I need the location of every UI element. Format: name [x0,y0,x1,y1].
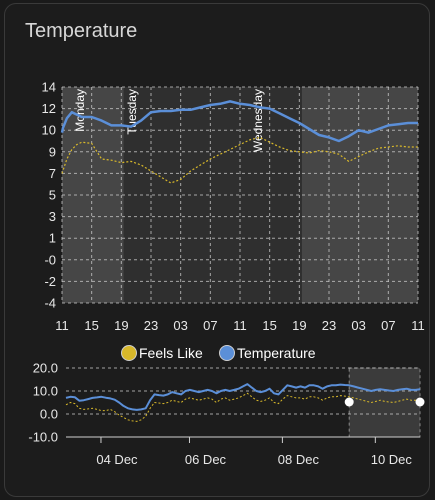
x-tick-label: 07 [203,318,217,333]
y-tick-label: 12 [42,101,56,116]
feels-like-series-line [61,136,418,184]
mini-temperature-line [65,383,421,411]
x-tick-label: 23 [322,318,336,333]
y-tick-label: 3 [49,209,56,224]
x-tick-label: 03 [173,318,187,333]
x-tick-label: 11 [411,318,425,333]
x-tick-label: 07 [381,318,395,333]
y-tick-label: 10 [42,123,56,138]
x-tick-label: 19 [292,318,306,333]
y-tick-label: 1 [49,231,56,246]
y-tick-label: 5 [49,188,56,203]
mini-x-tick-label: 04 Dec [96,452,138,467]
temperature-series-line [60,100,418,143]
mini-x-tick-label: 08 Dec [278,452,320,467]
x-tick-label: 11 [55,318,69,333]
mini-x-tick-label: 10 Dec [371,452,413,467]
legend-feels-like-icon [121,345,137,361]
y-tick-label: -0 [44,252,56,267]
mini-y-tick-label: 10.0 [33,384,58,399]
mini-feels-like-line [65,392,421,422]
x-tick-label: 15 [262,318,276,333]
x-tick-label: 15 [84,318,98,333]
brush-handle-right[interactable] [415,397,425,407]
x-tick-label: 19 [114,318,128,333]
x-tick-label: 11 [233,318,247,333]
x-tick-label: 03 [351,318,365,333]
y-tick-label: -4 [44,296,56,311]
brush-handle-left[interactable] [344,397,354,407]
mini-y-tick-label: -10.0 [28,430,58,445]
legend-item-label[interactable]: Temperature [237,345,316,361]
mini-y-tick-label: 20.0 [33,361,58,376]
day-label: Tuesday [125,89,139,135]
mini-y-tick-label: 0.0 [40,407,58,422]
mini-x-tick-label: 06 Dec [185,452,227,467]
chart-legend[interactable]: Feels Like Temperature [121,345,316,361]
x-tick-label: 23 [144,318,158,333]
day-label: Monday [73,89,87,132]
brush-selection[interactable] [348,367,421,438]
y-tick-label: -2 [44,274,56,289]
day-label: Wednesday [251,89,265,152]
legend-item-label[interactable]: Feels Like [139,345,203,361]
y-tick-label: 7 [49,166,56,181]
legend-temperature-icon [219,345,235,361]
y-tick-label: 14 [42,80,56,95]
card-title: Temperature [25,20,138,42]
y-tick-label: 9 [49,144,56,159]
